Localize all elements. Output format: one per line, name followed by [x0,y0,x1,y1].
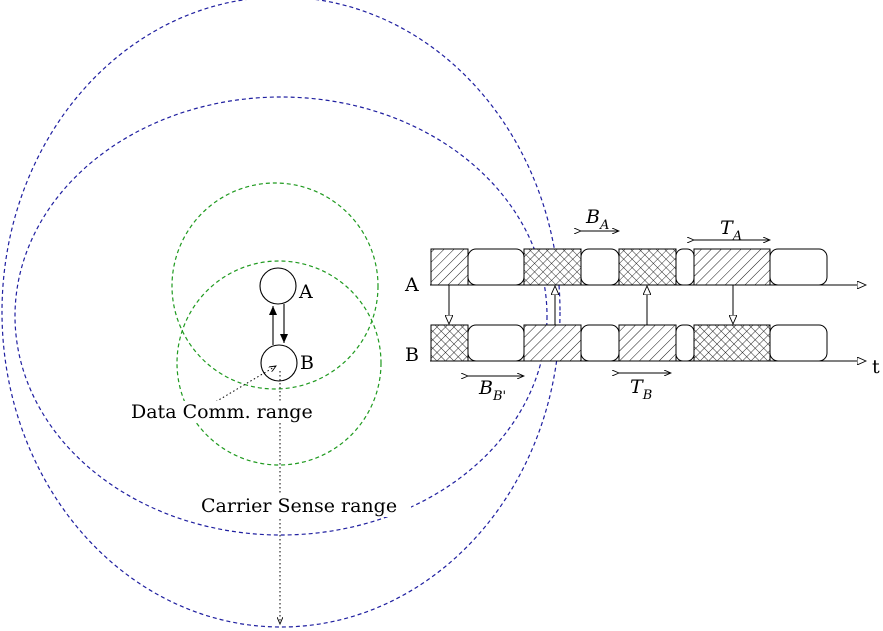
backoff-a-label: BA [585,206,609,233]
a-slot-idle-1 [467,248,525,286]
carrier-sense-circle-outer [1,0,561,628]
timeline: A B t [404,206,880,404]
data-comm-range-label: Data Comm. range [131,401,313,423]
tx-a-label: TA [720,217,742,244]
a-slot-busy-2 [618,248,677,286]
b-slot-tx-1 [523,324,582,362]
b-slot-idle-1 [467,324,525,362]
b-slot-idle-3 [675,324,695,362]
a-slot-idle-2 [580,248,620,286]
carrier-sense-circle-inner [14,96,548,536]
data-comm-circles [171,182,382,466]
carrier-sense-range-label: Carrier Sense range [201,495,397,517]
node-a-circle [259,267,297,305]
carrier-sense-circles [1,0,561,628]
time-axis-label: t [872,356,880,378]
node-b-label: B [300,352,314,374]
node-b-circle [260,344,298,382]
node-a-label: A [298,281,313,303]
backoff-b-label: BB' [478,377,506,404]
node-a: A [259,267,313,305]
a-slot-tx-2 [693,248,771,286]
b-slot-busy-1 [430,324,469,362]
data-comm-circle-a [171,182,379,390]
b-slot-busy-2 [693,324,771,362]
a-slot-tx-1 [430,248,469,286]
b-slot-idle-2 [580,324,620,362]
row-a-blocks [430,248,828,286]
a-slot-busy-1 [523,248,582,286]
row-b-blocks [430,324,828,362]
a-slot-idle-3 [675,248,695,286]
node-b: B [260,344,314,382]
b-slot-tx-2 [618,324,677,362]
a-slot-idle-4 [769,248,828,286]
b-slot-idle-4 [769,324,828,362]
data-comm-circle-b [176,260,382,466]
timeline-row-b-label: B [405,344,419,366]
data-comm-radius [184,366,276,421]
tx-b-label: TB [630,376,652,403]
timeline-row-a-label: A [404,274,419,296]
